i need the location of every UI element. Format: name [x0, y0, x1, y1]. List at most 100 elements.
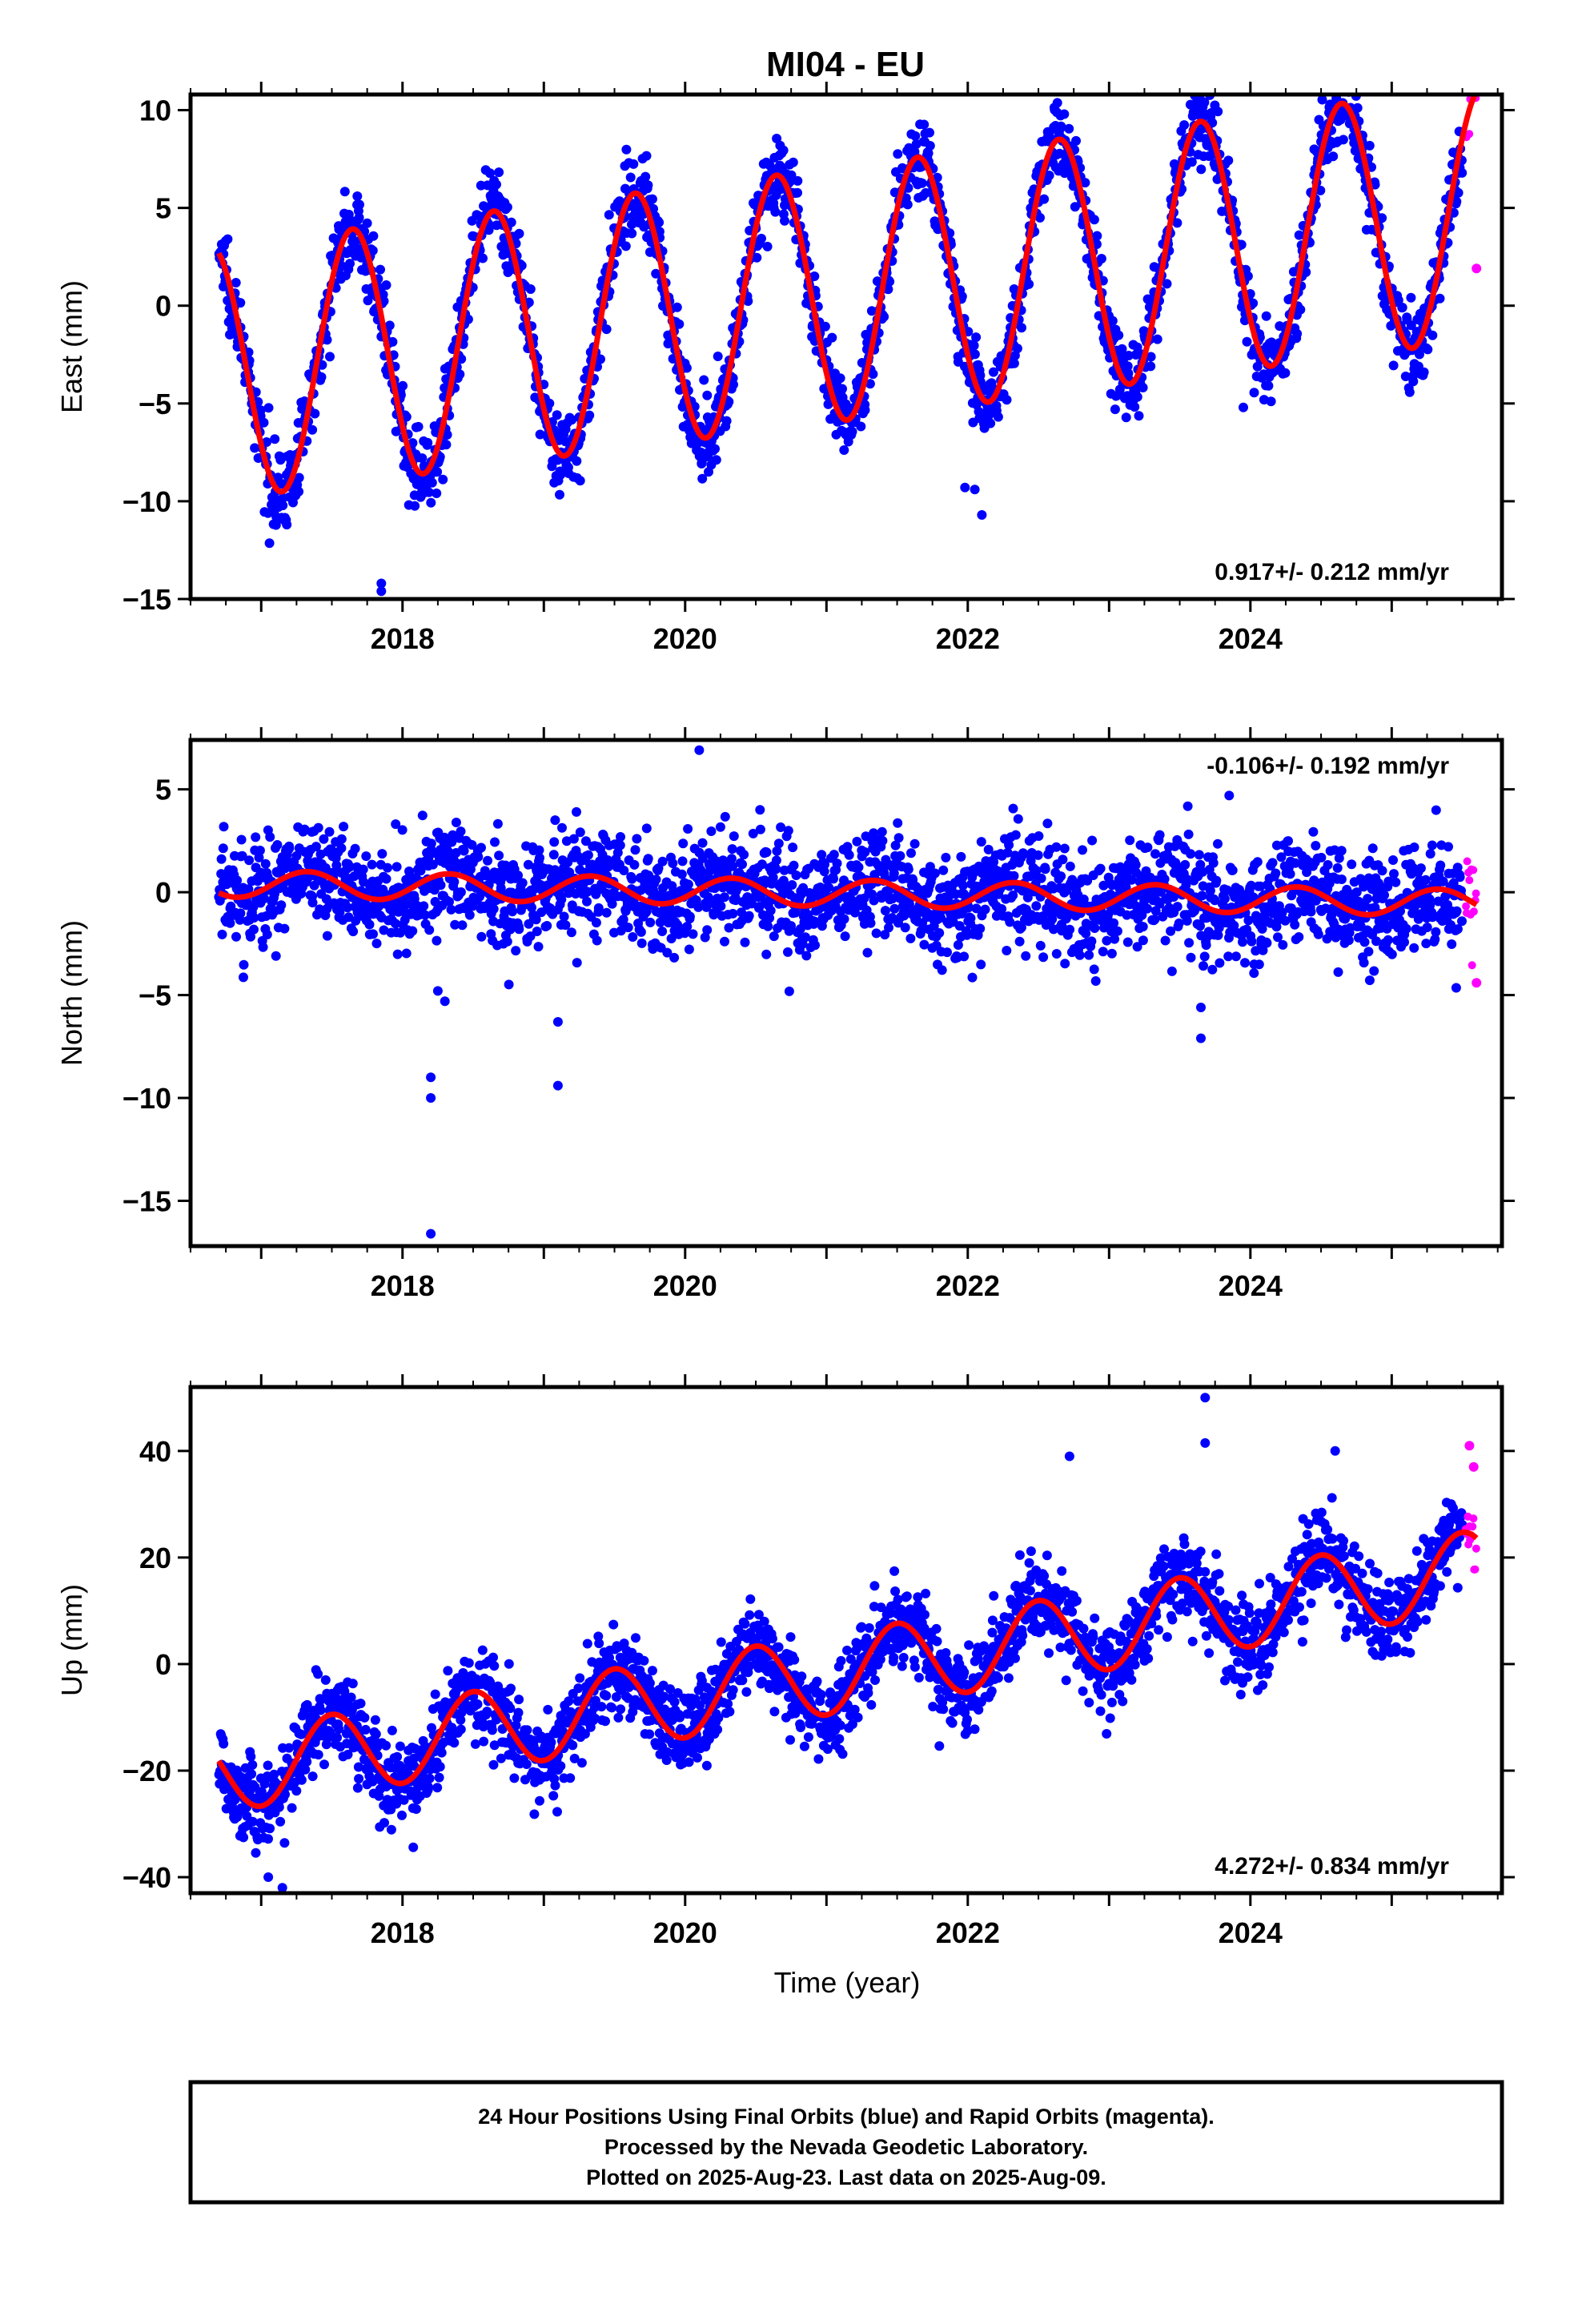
north-final-point [1323, 860, 1333, 870]
north-final-point [1409, 943, 1419, 953]
north-final-point [755, 824, 765, 834]
east-final-point [625, 172, 636, 183]
north-final-point [959, 951, 970, 962]
north-final-point [568, 834, 579, 844]
east-final-point [604, 210, 614, 220]
east-final-orbit-series [214, 82, 1468, 549]
north-final-point [1207, 964, 1218, 975]
chart-title: MI04 - EU [766, 45, 925, 84]
north-final-point [677, 869, 687, 879]
north-final-point [666, 934, 677, 943]
north-final-point [683, 824, 693, 834]
east-final-point [729, 380, 738, 390]
north-final-point [359, 877, 368, 887]
east-final-point [1017, 323, 1026, 333]
north-final-point [457, 920, 468, 931]
east-y-tick-label: 5 [155, 192, 171, 225]
north-final-point [424, 925, 435, 935]
east-x-tick-label: 2018 [371, 622, 435, 655]
east-final-point [398, 380, 408, 391]
north-final-point [909, 838, 920, 849]
north-final-point [618, 915, 628, 925]
north-final-point [219, 822, 229, 832]
east-x-tick-label: 2020 [653, 622, 717, 655]
north-final-point [582, 887, 592, 897]
east-final-point [1213, 107, 1223, 117]
east-final-point [426, 497, 436, 508]
north-final-point [801, 951, 812, 961]
east-final-point [674, 319, 685, 329]
north-rapid-orbit-series [1462, 857, 1480, 970]
north-final-point [225, 918, 235, 928]
north-final-point [1033, 850, 1043, 860]
north-final-point [464, 910, 475, 920]
north-final-point [786, 921, 796, 931]
north-final-point [1290, 919, 1300, 930]
north-final-point [1363, 947, 1374, 957]
east-final-point [793, 175, 803, 186]
east-final-point [1295, 304, 1306, 315]
north-final-point [315, 904, 325, 915]
north-final-point [651, 875, 661, 885]
north-outlier-point [440, 996, 450, 1007]
east-final-point [401, 412, 412, 422]
east-final-point [259, 417, 269, 428]
north-final-point [748, 828, 758, 838]
east-final-point [1388, 360, 1399, 371]
north-final-point [467, 840, 477, 850]
north-final-point [550, 815, 560, 826]
north-final-point [930, 868, 940, 879]
north-final-point [1084, 950, 1094, 960]
east-final-point [1263, 380, 1274, 391]
east-final-point [1123, 351, 1134, 360]
east-rapid-point [1469, 70, 1477, 78]
east-final-point [410, 501, 420, 511]
east-final-point [654, 217, 665, 227]
north-final-point [1074, 950, 1085, 960]
east-final-point [1134, 411, 1144, 421]
east-final-point [413, 421, 424, 432]
north-final-point [683, 879, 693, 890]
north-final-point [350, 843, 360, 854]
north-final-point [514, 924, 524, 935]
east-final-point [757, 233, 766, 243]
east-x-tick-label: 2024 [1219, 622, 1283, 655]
east-final-point [788, 157, 798, 167]
north-final-point [488, 904, 499, 914]
north-rapid-point [1469, 907, 1478, 916]
north-final-point [419, 901, 429, 911]
north-final-point [958, 880, 968, 891]
north-plot-area [214, 745, 1482, 1239]
east-final-point [1092, 231, 1102, 241]
north-final-point [1106, 948, 1117, 959]
north-final-point [942, 947, 952, 958]
east-final-point [721, 416, 732, 426]
north-final-point [1172, 902, 1182, 912]
east-final-point [294, 472, 304, 483]
north-final-point [1447, 939, 1457, 949]
north-final-point [560, 920, 571, 931]
north-final-point [483, 855, 492, 866]
east-final-point [442, 429, 452, 440]
north-final-point [527, 903, 536, 913]
north-final-point [1283, 836, 1293, 846]
north-final-point [1194, 850, 1204, 860]
north-final-point [377, 849, 387, 859]
north-final-point [1031, 901, 1042, 911]
north-final-point [426, 838, 436, 849]
east-final-point [307, 424, 318, 435]
east-final-point [1419, 367, 1429, 377]
north-final-point [706, 826, 717, 836]
east-final-point [697, 473, 708, 484]
north-final-point [1213, 838, 1223, 849]
north-final-point [383, 862, 392, 873]
north-year-ticks [259, 727, 1393, 1259]
east-final-point [1331, 82, 1341, 92]
north-final-point [632, 834, 642, 844]
east-final-point [455, 369, 465, 380]
north-final-point [1009, 870, 1019, 881]
north-final-point [1208, 858, 1219, 868]
